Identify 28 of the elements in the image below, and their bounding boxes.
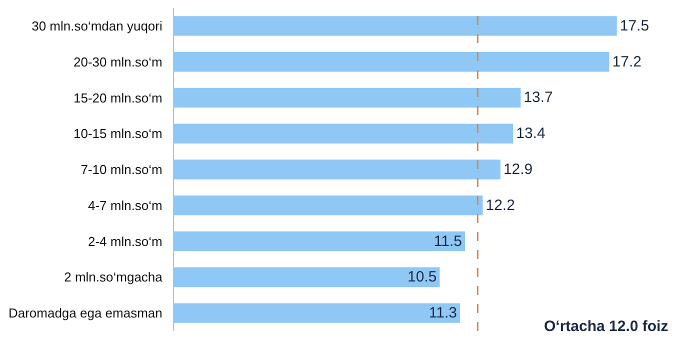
y-tick-label: Daromadga ega emasman	[8, 306, 162, 321]
y-tick-label: 2-4 mln.so‘m	[88, 234, 162, 249]
y-tick-label: 20-30 mln.so‘m	[74, 54, 162, 70]
data-label: 12.2	[486, 196, 515, 214]
bar	[174, 160, 500, 180]
data-label: 11.3	[428, 304, 457, 322]
y-tick-label: 2 mln.so‘mgacha	[64, 270, 164, 285]
y-tick-label: 7-10 mln.so‘m	[80, 162, 162, 178]
data-label: 17.5	[620, 17, 650, 34]
data-label: 17.2	[612, 53, 642, 70]
bar	[174, 196, 483, 216]
bar	[174, 124, 514, 144]
data-label: 13.4	[516, 125, 546, 142]
y-tick-label: 30 mln.so‘mdan yuqori	[32, 18, 162, 34]
bar	[174, 267, 440, 288]
bar	[174, 88, 521, 108]
data-label: 11.5	[434, 232, 462, 250]
data-label: 12.9	[503, 161, 533, 178]
bar	[174, 231, 466, 252]
data-label: 13.7	[524, 89, 553, 106]
data-label: 10.5	[408, 268, 437, 286]
bar	[174, 303, 460, 323]
bar	[174, 52, 610, 72]
y-tick-label: 4-7 mln.so‘m	[88, 198, 162, 213]
annotation: O‘rtacha 12.0 foiz	[544, 318, 668, 335]
bar	[174, 16, 617, 36]
y-tick-label: 15-20 mln.so‘m	[74, 90, 162, 106]
y-tick-label: 10-15 mln.so‘m	[74, 126, 162, 142]
